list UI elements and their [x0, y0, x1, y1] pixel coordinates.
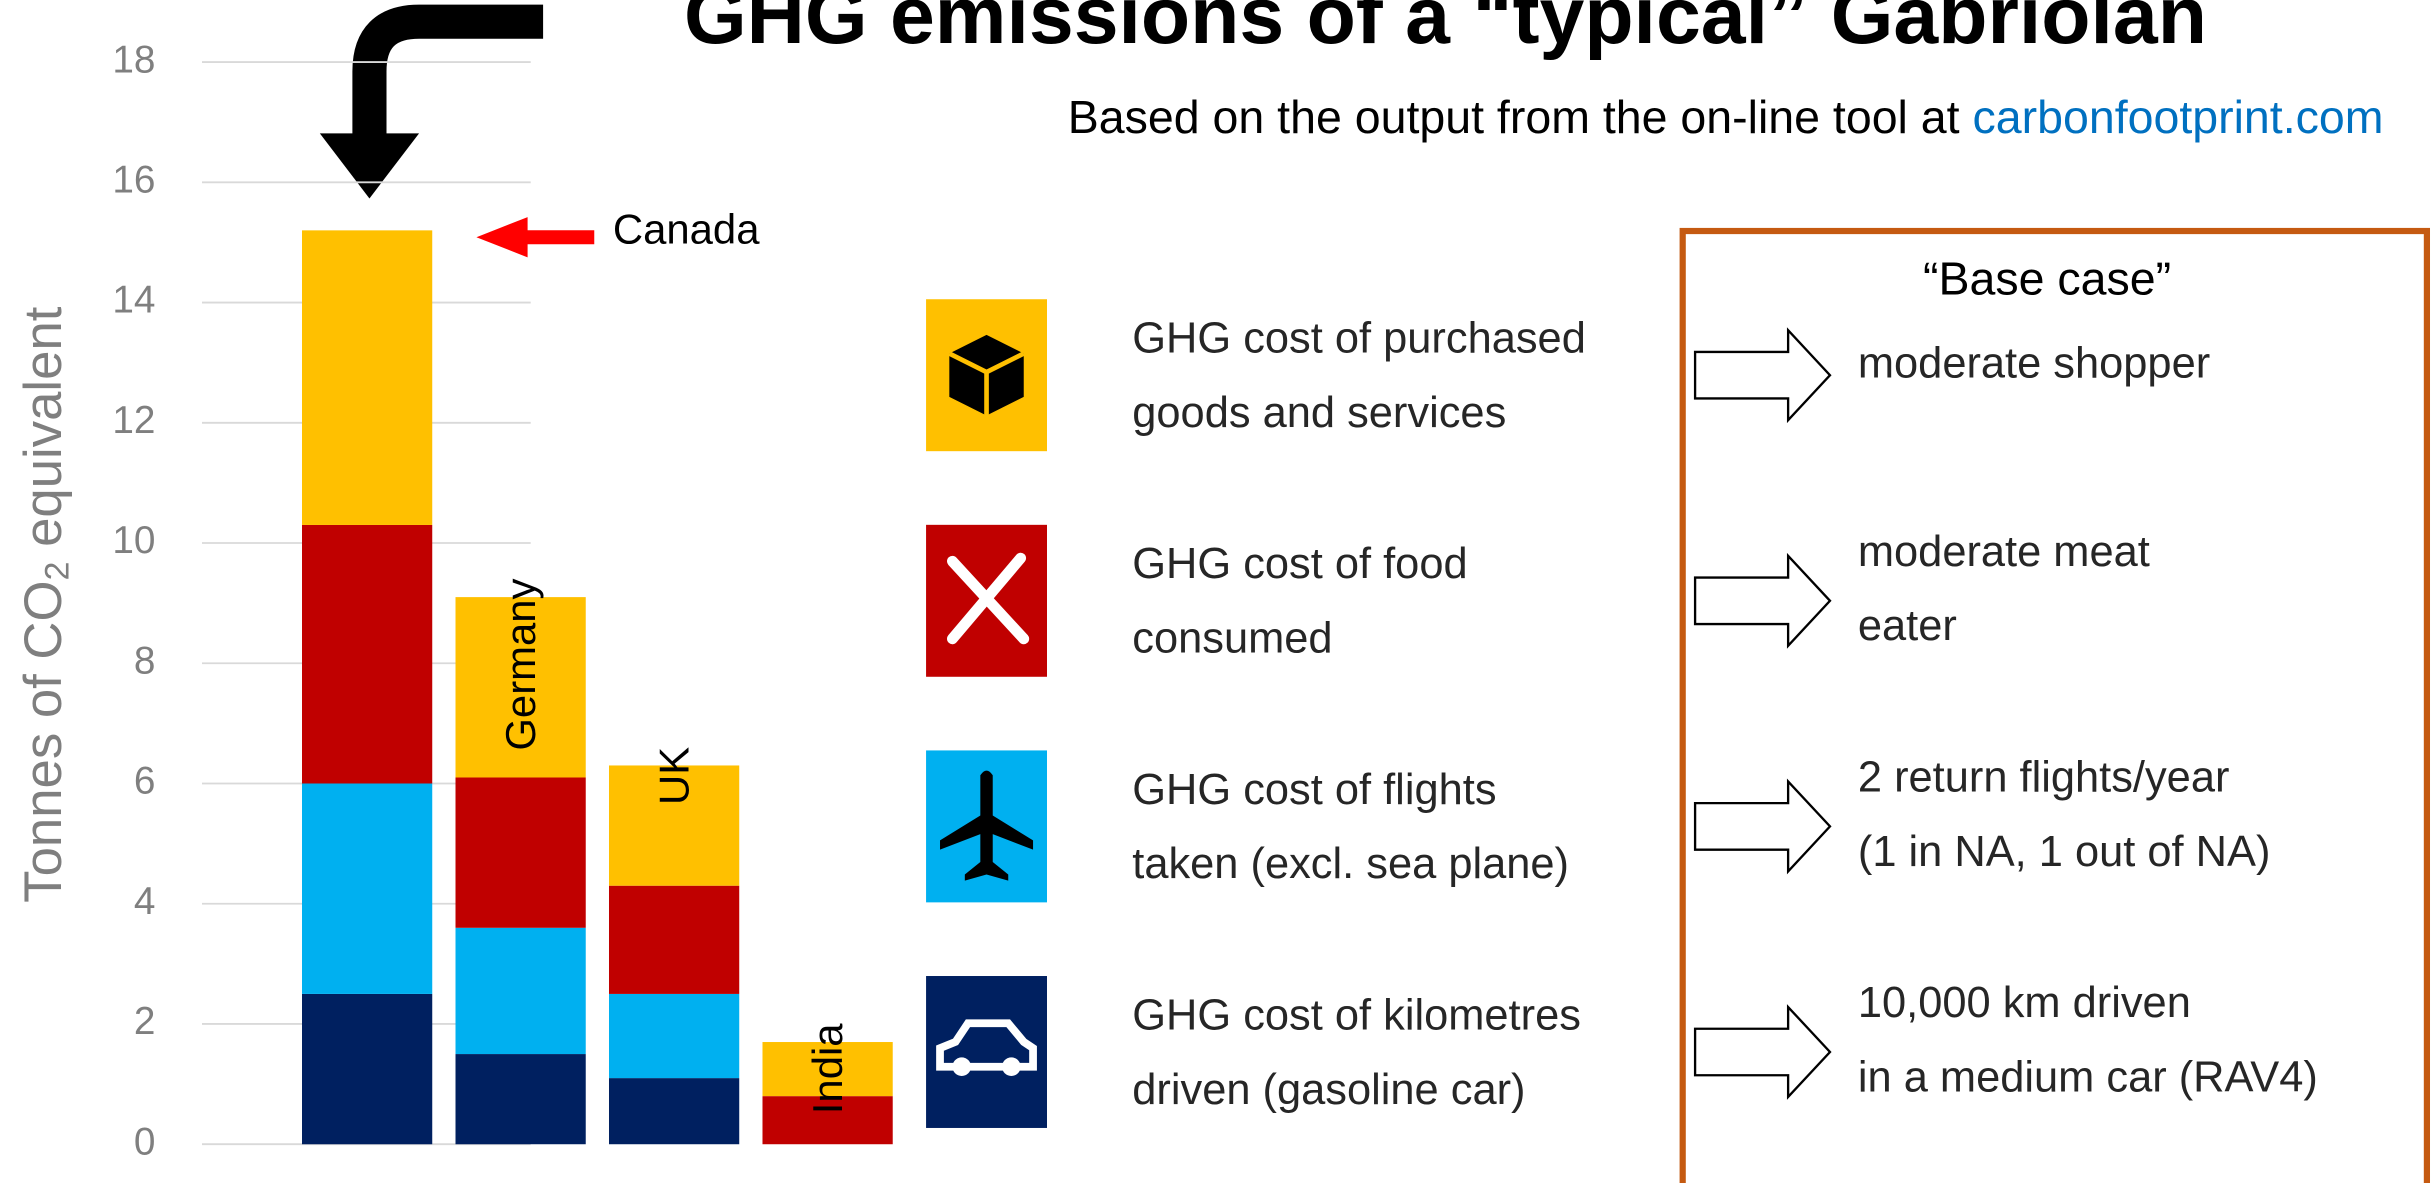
base-case-text: moderate meat: [1858, 528, 2150, 576]
bar-segment: [455, 597, 586, 778]
base-case-text: moderate shopper: [1858, 339, 2210, 387]
legend-label: GHG cost of flights: [1132, 766, 1496, 814]
bar-segment: [608, 1078, 740, 1145]
category-label: Germany: [497, 578, 544, 750]
bar-segment: [608, 885, 740, 994]
y-tick-label: 10: [112, 519, 155, 562]
bar-segment: [608, 765, 740, 886]
y-tick-label: 6: [134, 760, 156, 803]
chart-title: GHG emissions of a “typical” Gabriolan: [684, 0, 2207, 61]
legend-swatch: [926, 976, 1047, 1128]
category-label: India: [804, 1023, 851, 1114]
category-label: UK: [650, 747, 697, 805]
y-tick-label: 0: [134, 1120, 156, 1163]
bar-segment: [608, 993, 740, 1079]
base-case-title: “Base case”: [1923, 252, 2171, 304]
plane-icon: [940, 770, 1034, 881]
base-case-arrow: [1693, 778, 1832, 875]
base-case-text: (1 in NA, 1 out of NA): [1858, 828, 2271, 876]
base-case-arrow: [1693, 552, 1832, 649]
legend-label: taken (excl. sea plane): [1132, 840, 1569, 888]
y-label-text: Tonnes of CO: [14, 581, 73, 903]
bar-segment: [302, 993, 433, 1145]
bar-segment: [302, 230, 433, 525]
subtitle-link[interactable]: carbonfootprint.com: [1973, 91, 2384, 143]
base-case-arrow: [1693, 327, 1832, 424]
y-tick-label: 8: [134, 639, 156, 682]
bar-segment: [302, 524, 433, 784]
legend-label: GHG cost of food: [1132, 540, 1467, 588]
y-label-sub: 2: [38, 562, 76, 581]
y-tick-label: 14: [112, 279, 155, 322]
base-case-box: [1679, 227, 2431, 1183]
cutlery-icon: [946, 552, 1030, 645]
base-case-arrow: [1693, 1004, 1832, 1100]
pointer-arrow: [352, 4, 544, 140]
y-label-rest: equivalent: [14, 306, 73, 561]
y-tick-label: 18: [112, 38, 155, 81]
legend-label: consumed: [1132, 615, 1332, 663]
base-case-text: 10,000 km driven: [1858, 979, 2191, 1027]
y-axis-label: Tonnes of CO2 equivalent: [14, 306, 76, 903]
car-icon: [936, 1019, 1037, 1077]
y-tick-label: 2: [134, 1000, 156, 1043]
base-case-text: 2 return flights/year: [1858, 753, 2230, 801]
box-icon: [948, 334, 1025, 416]
bar-segment: [302, 783, 433, 994]
y-tick-label: 4: [134, 880, 156, 923]
canada-arrow-head: [476, 217, 528, 258]
subtitle-text: Based on the output from the on-line too…: [1068, 91, 1973, 143]
y-tick-label: 12: [112, 399, 155, 442]
y-tick-label: 16: [112, 158, 155, 201]
base-case-text: in a medium car (RAV4): [1858, 1053, 2318, 1101]
base-case-text: eater: [1858, 602, 1957, 650]
category-label: Canada: [613, 206, 760, 253]
legend-label: GHG cost of kilometres: [1132, 991, 1581, 1039]
bar-segment: [762, 1042, 893, 1097]
bar-segment: [455, 927, 586, 1055]
subtitle: Based on the output from the on-line too…: [1068, 91, 2384, 143]
bar-segment: [455, 777, 586, 928]
legend-label: driven (gasoline car): [1132, 1066, 1525, 1114]
icons: [936, 334, 1037, 1077]
pointer-arrow-head: [319, 133, 420, 199]
legend-label: GHG cost of purchased: [1132, 315, 1586, 363]
legend-label: goods and services: [1132, 389, 1506, 437]
bar-segment: [455, 1054, 586, 1145]
bar-segment: [762, 1096, 893, 1145]
